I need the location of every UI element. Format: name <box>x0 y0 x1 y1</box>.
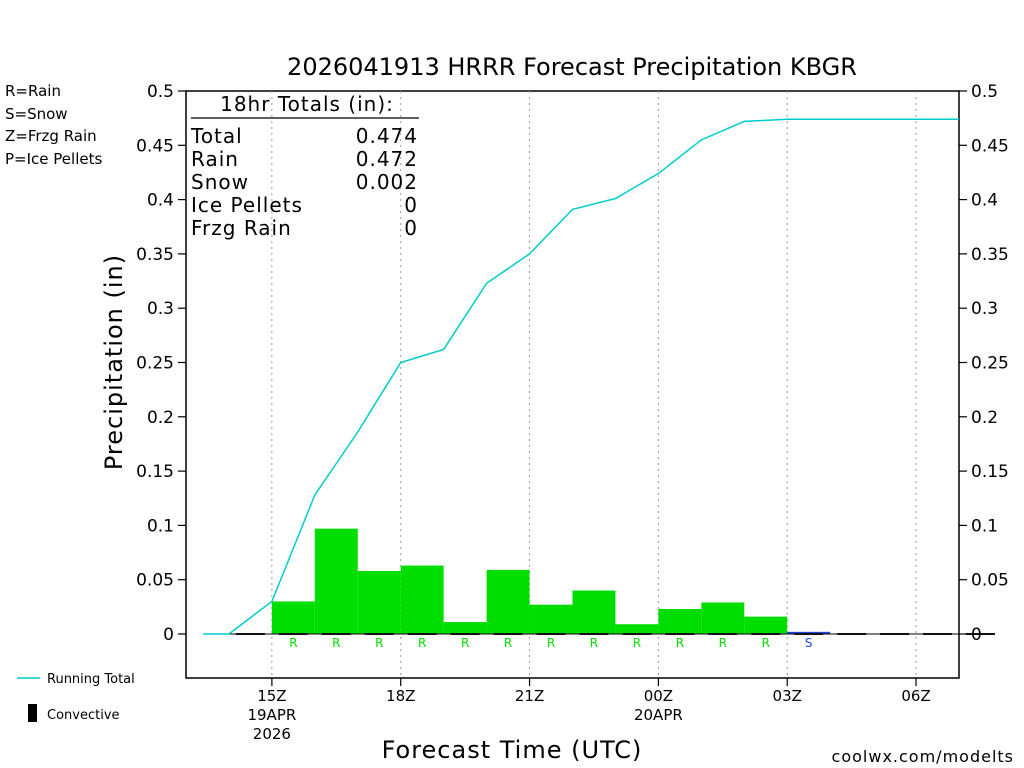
ptype-label-26: R <box>762 636 770 650</box>
y-tick-label-left-6: 0.3 <box>147 299 174 319</box>
x-tick-date-0: 19APR <box>247 706 296 724</box>
y-tick-label-right-2: 0.1 <box>971 516 998 536</box>
ptype-label-22: R <box>590 636 598 650</box>
y-tick-label-right-1: 0.05 <box>971 571 1009 591</box>
y-tick-label-left-0: 0 <box>163 625 174 645</box>
ptype-label-27: S <box>805 636 813 650</box>
running-total-layer <box>203 118 959 635</box>
totals-label-ice-pellets: Ice Pellets <box>191 193 303 217</box>
x-tick-year-0: 2026 <box>253 725 291 743</box>
totals-label-total: Total <box>190 124 243 148</box>
y-tick-label-left-3: 0.15 <box>136 462 174 482</box>
totals-label-frzg-rain: Frzg Rain <box>191 216 292 240</box>
x-tick-label-4: 03Z <box>773 687 802 705</box>
y-axis-ticks: 0 00.05 0.050.1 0.10.15 0.150.2 0.20.25 0.250.… <box>136 82 1009 645</box>
x-tick-label-2: 21Z <box>515 687 544 705</box>
totals-value-snow: 0.002 <box>356 170 418 194</box>
y-tick-label-left-1: 0.05 <box>136 571 174 591</box>
totals-value-total: 0.474 <box>356 124 418 148</box>
precip-bar-16 <box>314 528 358 634</box>
ptype-label-20: R <box>504 636 512 650</box>
y-tick-label-right-0: 0 <box>971 625 982 645</box>
y-tick-label-right-3: 0.15 <box>971 462 1009 482</box>
precip-bar-15 <box>271 601 315 634</box>
y-tick-label-right-8: 0.4 <box>971 191 998 211</box>
ptype-label-15: R <box>289 636 297 650</box>
precip-bar-17 <box>357 571 401 634</box>
precip-bar-25 <box>701 602 745 634</box>
precip-bar-20 <box>486 569 530 634</box>
y-tick-label-right-5: 0.25 <box>971 354 1009 374</box>
y-tick-label-left-5: 0.25 <box>136 354 174 374</box>
ptype-label-25: R <box>719 636 727 650</box>
precip-bar-21 <box>529 604 573 634</box>
y-tick-label-left-9: 0.45 <box>136 136 174 156</box>
line-legend: Running Total Convective <box>17 672 135 723</box>
ptype-label-21: R <box>547 636 555 650</box>
legend-convective: Convective <box>47 708 120 723</box>
y-tick-label-right-7: 0.35 <box>971 245 1009 265</box>
y-tick-label-right-4: 0.2 <box>971 408 998 428</box>
legend-snow: S=Snow <box>5 105 68 123</box>
precip-bar-22 <box>572 590 616 634</box>
totals-header: 18hr Totals (in): <box>220 92 394 116</box>
totals-label-snow: Snow <box>191 170 249 194</box>
precip-bar-24 <box>658 609 702 634</box>
x-axis-label: Forecast Time (UTC) <box>382 736 643 764</box>
precip-bar-19 <box>443 622 487 634</box>
legend-frzg-rain: Z=Frzg Rain <box>5 127 97 145</box>
precip-bar-26 <box>744 616 788 634</box>
bar-layer <box>271 528 831 634</box>
ptype-label-24: R <box>676 636 684 650</box>
totals-value-rain: 0.472 <box>356 147 418 171</box>
precip-bar-27 <box>787 631 831 634</box>
x-tick-label-3: 00Z <box>644 687 673 705</box>
x-tick-label-0: 15Z <box>257 687 286 705</box>
x-tick-label-5: 06Z <box>901 687 930 705</box>
legend-running-total: Running Total <box>47 672 135 687</box>
chart-title: 2026041913 HRRR Forecast Precipitation K… <box>287 53 857 81</box>
totals-label-rain: Rain <box>191 147 239 171</box>
y-tick-label-right-10: 0.5 <box>971 82 998 102</box>
source-credit: coolwx.com/modelts <box>832 747 1014 766</box>
ptype-label-19: R <box>461 636 469 650</box>
precip-bar-18 <box>400 565 444 634</box>
y-tick-label-left-7: 0.35 <box>136 245 174 265</box>
y-tick-label-right-6: 0.3 <box>971 299 998 319</box>
ptype-label-23: R <box>633 636 641 650</box>
legend-ice-pellets: P=Ice Pellets <box>5 150 102 168</box>
y-tick-label-left-10: 0.5 <box>147 82 174 102</box>
totals-value-ice-pellets: 0 <box>404 193 418 217</box>
ptype-label-16: R <box>332 636 340 650</box>
y-tick-label-right-9: 0.45 <box>971 136 1009 156</box>
x-tick-date-3: 20APR <box>634 706 683 724</box>
y-tick-label-left-8: 0.4 <box>147 191 174 211</box>
ptype-label-18: R <box>418 636 426 650</box>
y-tick-label-left-2: 0.1 <box>147 516 174 536</box>
grid-layer <box>271 91 917 678</box>
legend-rain: R=Rain <box>5 82 61 100</box>
ptype-legend: R=Rain S=Snow Z=Frzg Rain P=Ice Pellets <box>5 82 102 168</box>
running-total-line <box>203 118 959 635</box>
convective-swatch <box>28 704 37 722</box>
y-axis-label: Precipitation (in) <box>100 254 128 470</box>
y-tick-label-left-4: 0.2 <box>147 408 174 428</box>
ptype-label-17: R <box>375 636 383 650</box>
totals-box: 18hr Totals (in): Total 0.474 Rain 0.472… <box>190 92 419 240</box>
totals-value-frzg-rain: 0 <box>404 216 418 240</box>
plot-frame <box>185 90 960 679</box>
x-tick-label-1: 18Z <box>386 687 415 705</box>
precip-bar-23 <box>615 624 659 634</box>
